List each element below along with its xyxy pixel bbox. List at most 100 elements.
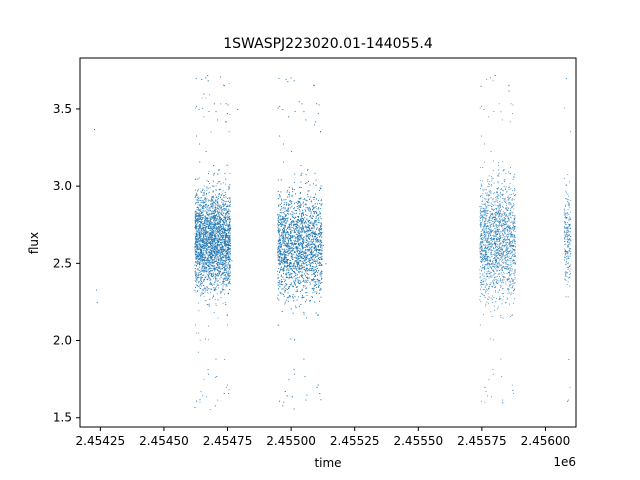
data-point-cluster-1 <box>212 264 214 266</box>
data-point-cluster-1 <box>223 231 225 233</box>
data-point-cluster-1 <box>225 260 227 262</box>
data-point-cluster-1 <box>227 205 229 207</box>
data-point-cluster-1 <box>203 236 205 238</box>
data-point-cluster-1 <box>201 223 203 224</box>
data-point-cluster-1 <box>229 250 231 252</box>
data-point-cluster-1 <box>213 262 215 264</box>
data-point-cluster-1 <box>222 284 224 286</box>
data-point-cluster-1 <box>204 249 206 251</box>
data-point-cluster-1 <box>200 210 202 212</box>
data-point-cluster-1 <box>228 236 230 238</box>
data-point-cluster-1 <box>226 270 228 272</box>
data-point-cluster-1 <box>217 264 219 266</box>
data-point-cluster-1 <box>220 103 222 105</box>
data-point-cluster-1 <box>211 256 213 258</box>
data-point-cluster-1 <box>213 216 215 218</box>
data-point-cluster-1 <box>228 213 230 215</box>
data-point-cluster-1 <box>213 219 215 221</box>
data-point-cluster-1 <box>208 288 210 290</box>
data-point-cluster-1 <box>194 246 196 248</box>
data-point-cluster-1 <box>216 251 218 253</box>
data-point-cluster-1 <box>223 281 225 282</box>
data-point-cluster-1 <box>214 254 216 256</box>
data-point-cluster-1 <box>197 200 199 202</box>
data-point-cluster-1 <box>198 243 199 245</box>
data-point-cluster-1 <box>204 268 206 269</box>
data-point-cluster-1 <box>197 228 199 230</box>
data-point-cluster-1 <box>220 297 222 298</box>
data-point-cluster-1 <box>219 250 220 252</box>
data-point-cluster-1 <box>199 288 201 290</box>
data-point-cluster-1 <box>216 278 218 280</box>
data-point-cluster-1 <box>229 202 231 204</box>
data-point-cluster-1 <box>203 185 205 187</box>
data-point-cluster-1 <box>228 224 230 226</box>
data-point-cluster-1 <box>228 216 230 218</box>
data-point-cluster-1 <box>214 233 216 235</box>
data-point-cluster-1 <box>219 252 220 254</box>
data-point-cluster-1 <box>203 259 205 260</box>
data-point-cluster-1 <box>223 243 225 245</box>
data-point-cluster-1 <box>204 241 206 243</box>
data-point-cluster-1 <box>206 231 208 233</box>
data-point-cluster-1 <box>211 273 213 275</box>
data-point-cluster-1 <box>225 224 226 226</box>
data-point-cluster-1 <box>199 204 201 206</box>
data-point-cluster-1 <box>223 85 225 87</box>
data-point-cluster-1 <box>225 205 227 207</box>
data-point-cluster-1 <box>222 286 224 288</box>
data-point-cluster-1 <box>212 202 214 204</box>
data-point-cluster-1 <box>199 221 201 222</box>
data-point-cluster-1 <box>194 279 196 281</box>
data-point-cluster-1 <box>224 243 226 245</box>
data-point-cluster-1 <box>222 280 224 282</box>
data-point-cluster-1 <box>218 245 220 246</box>
data-point-cluster-1 <box>226 248 228 250</box>
data-point-cluster-1 <box>217 222 219 224</box>
data-point-cluster-1 <box>227 252 229 254</box>
data-point-cluster-1 <box>209 187 211 189</box>
data-point-cluster-1 <box>220 261 222 263</box>
data-point-cluster-1 <box>220 254 222 256</box>
data-point-cluster-1 <box>212 204 214 206</box>
data-point-cluster-1 <box>228 259 230 260</box>
data-point-cluster-1 <box>213 244 215 246</box>
data-point-cluster-1 <box>203 237 205 239</box>
data-point-cluster-1 <box>213 217 215 219</box>
data-point-cluster-1 <box>224 284 226 286</box>
data-point-cluster-1 <box>201 233 202 235</box>
data-point-cluster-1 <box>204 245 206 247</box>
data-point-cluster-1 <box>196 207 198 209</box>
data-point-cluster-1 <box>201 256 203 258</box>
data-point-cluster-1 <box>200 239 202 241</box>
data-point-cluster-1 <box>229 266 231 268</box>
data-point-cluster-1 <box>214 261 216 262</box>
data-point-cluster-1 <box>197 281 199 283</box>
data-point-cluster-1 <box>201 267 203 269</box>
data-point-cluster-1 <box>200 222 202 223</box>
data-point-cluster-1 <box>219 217 221 219</box>
data-point-cluster-1 <box>205 200 207 202</box>
data-point-cluster-1 <box>213 226 215 228</box>
data-point-cluster-1 <box>221 226 223 227</box>
data-point-cluster-1 <box>202 208 204 210</box>
data-point-cluster-1 <box>199 215 200 217</box>
data-point-cluster-1 <box>221 257 223 259</box>
data-point-cluster-1 <box>214 276 216 278</box>
data-point-cluster-1 <box>223 271 225 273</box>
data-point-cluster-1 <box>217 262 218 263</box>
data-point-cluster-1 <box>225 216 227 218</box>
data-point-cluster-1 <box>211 214 212 215</box>
data-point-cluster-1 <box>209 252 211 254</box>
data-point-cluster-1 <box>214 289 216 291</box>
data-point-cluster-1 <box>198 229 200 231</box>
data-point-cluster-1 <box>221 267 223 269</box>
data-point-cluster-1 <box>225 235 227 237</box>
data-point-cluster-1 <box>199 224 201 225</box>
data-point-cluster-1 <box>223 182 225 184</box>
data-point-cluster-1 <box>201 260 203 262</box>
data-point-cluster-1 <box>206 242 207 244</box>
data-point-cluster-1 <box>223 274 225 276</box>
